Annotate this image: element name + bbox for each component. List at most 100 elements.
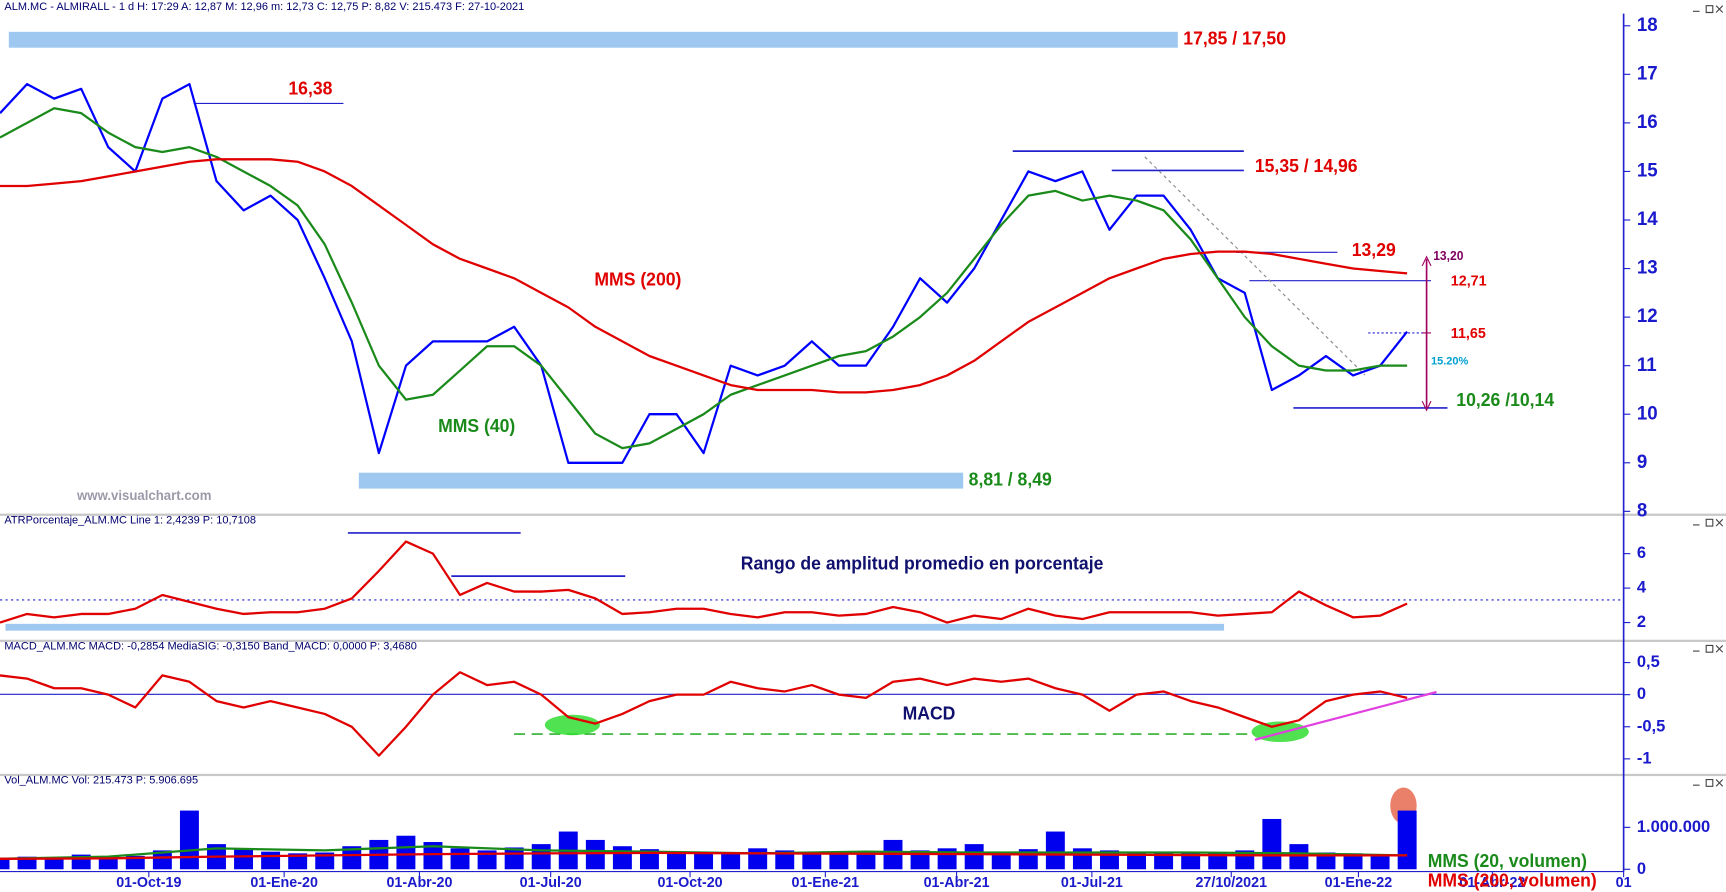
y-tick-label: 12 — [1637, 306, 1658, 327]
annotation: www.visualchart.com — [76, 488, 211, 503]
volume-bar — [315, 852, 335, 870]
volume-bar — [667, 852, 686, 870]
volume-bar — [910, 850, 930, 870]
volume-bar — [585, 839, 605, 870]
y-tick-label: 16 — [1637, 112, 1658, 133]
panel-header: MACD_ALM.MC MACD: -0,2854 MediaSIG: -0,3… — [4, 640, 416, 652]
volume-bar — [1316, 852, 1336, 870]
panel-buttons[interactable] — [1692, 5, 1724, 14]
annotation: 12,71 — [1451, 274, 1487, 290]
annotation: 8,81 / 8,49 — [969, 469, 1052, 489]
x-tick-label: 01-Abr-22 — [1459, 875, 1525, 891]
panel-buttons[interactable] — [1692, 778, 1724, 787]
series-label: MMS (20, volumen) — [1428, 851, 1587, 871]
volume-bar — [612, 846, 632, 870]
volume-bar — [98, 856, 118, 870]
trend-line — [1144, 156, 1366, 376]
volume-bar — [694, 851, 714, 870]
annotation: 13,20 — [1433, 249, 1463, 263]
y-tick-label: 15 — [1637, 160, 1658, 181]
volume-bar — [1181, 853, 1201, 870]
window-buttons[interactable] — [1692, 5, 1724, 787]
volume-bar — [179, 810, 199, 870]
volume-bar — [1370, 854, 1390, 870]
measure-arrows — [1421, 255, 1432, 412]
volume-bar — [1343, 853, 1363, 870]
x-tick-label: 01 — [1616, 875, 1632, 891]
annotation: 11,65 — [1451, 326, 1486, 342]
annotation: 10,26 /10,14 — [1456, 390, 1554, 410]
divergence-line — [1254, 690, 1437, 741]
volume-bar — [991, 851, 1011, 870]
highlight — [544, 714, 600, 736]
y-tick-label: 6 — [1637, 543, 1646, 562]
panel-buttons[interactable] — [1692, 518, 1724, 527]
volume-bar — [1262, 818, 1282, 870]
y-tick-label: 4 — [1637, 577, 1647, 596]
x-tick-label: 01-Ene-21 — [792, 875, 860, 891]
x-tick-label: 01-Jul-20 — [520, 875, 582, 891]
y-tick-label: 13 — [1637, 257, 1658, 278]
range-band — [5, 623, 1225, 631]
panel-header: ATRPorcentaje_ALM.MC Line 1: 2,4239 P: 1… — [4, 514, 256, 526]
annotation: MACD — [903, 703, 956, 723]
volume-bar — [152, 850, 172, 870]
x-tick-label: 01-Oct-20 — [657, 875, 722, 891]
x-tick-label: 01-Oct-19 — [116, 875, 181, 891]
x-tick-label: 01-Ene-22 — [1325, 875, 1393, 891]
y-tick-label: 0,5 — [1637, 652, 1660, 671]
volume-bar — [0, 858, 10, 870]
volume-bar — [1397, 810, 1417, 870]
volume-bar — [477, 850, 497, 870]
volume-bar — [234, 848, 254, 870]
series-label: MMS (200, volumen) — [1428, 870, 1597, 890]
y-tick-label: 9 — [1637, 452, 1647, 473]
x-tick-label: 01-Jul-21 — [1061, 875, 1123, 891]
series-line — [0, 107, 1408, 450]
volume-bar — [125, 855, 145, 870]
y-tick-label: 18 — [1637, 15, 1658, 36]
series-line — [0, 82, 1408, 464]
separator — [0, 639, 1726, 643]
annotation: 13,29 — [1352, 240, 1396, 260]
volume-bar — [44, 857, 64, 870]
x-tick-label: 01-Abr-21 — [924, 875, 990, 891]
volume-bar — [856, 852, 876, 870]
separator — [0, 773, 1726, 777]
volume-bar — [639, 849, 659, 870]
resistance-band — [8, 31, 1178, 48]
y-tick-label: -1 — [1637, 748, 1652, 767]
y-tick-label: 11 — [1637, 355, 1657, 376]
volume-bar — [802, 851, 822, 870]
annotation: 15,35 / 14,96 — [1255, 156, 1358, 176]
y-tick-label: 1.000.000 — [1637, 817, 1710, 836]
x-tick-label: 01-Abr-20 — [386, 875, 452, 891]
volume-bar — [1289, 844, 1309, 870]
series-line — [0, 671, 1408, 757]
y-tick-label: 17 — [1637, 63, 1658, 84]
annotation: 17,85 / 17,50 — [1183, 28, 1286, 48]
volume-bar — [1045, 831, 1065, 870]
y-tick-label: 0 — [1637, 684, 1646, 703]
volume-bar — [396, 835, 416, 870]
series-line — [0, 158, 1408, 394]
series-line — [0, 851, 1408, 860]
volume-bar — [748, 848, 768, 870]
y-tick-label: 14 — [1637, 209, 1658, 230]
separator — [0, 513, 1726, 516]
volume-bar — [261, 851, 281, 870]
annotation: Rango de amplitud promedio en porcentaje — [741, 553, 1104, 573]
volume-bar — [288, 853, 308, 870]
volume-bar — [829, 853, 849, 870]
series-line — [0, 540, 1408, 624]
volume-bar — [775, 850, 795, 870]
volume-bar — [450, 848, 470, 870]
volume-bar — [1127, 852, 1147, 870]
annotation: 16,38 — [288, 78, 332, 98]
panel-buttons[interactable] — [1692, 644, 1724, 653]
series-label: MMS (200) — [594, 269, 681, 289]
volume-bar — [531, 844, 551, 870]
panel-header: ALM.MC - ALMIRALL - 1 d H: 17:29 A: 12,8… — [4, 1, 524, 13]
